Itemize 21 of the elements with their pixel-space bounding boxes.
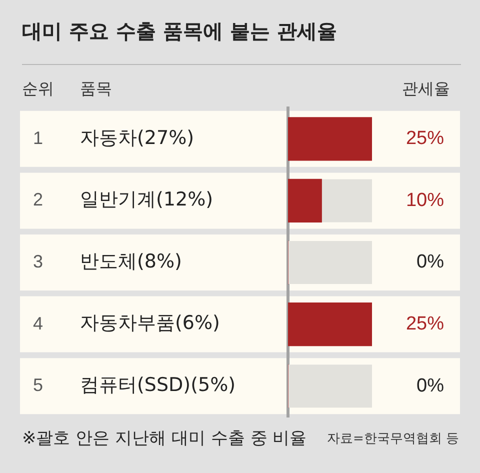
text: 3 [32,251,44,272]
data-label: 10% [406,190,444,211]
data-label: 25% [406,314,444,335]
text: ※괄호 안은 지난해 대미 수출 중 비율 [22,428,307,448]
y-tick-label: 일반기계(12%) [80,188,214,211]
x-axis-title: 관세율 [402,79,450,98]
y-tick-label: 자동차부품(6%) [80,312,220,334]
text: 4 [32,313,44,334]
text: 2 [32,190,44,210]
y-tick-label: 컴퓨터(SSD)(5%) [80,374,236,396]
data-label: 0% [416,252,444,273]
chart-title: 대미 주요 수출 품목에 붙는 관세율 [22,19,337,44]
y-tick-label: 반도체(8%) [80,250,182,272]
text: 5 [32,375,44,396]
data-label: 0% [416,375,444,396]
text: 순위 [22,79,54,98]
text: 자료=한국무역협회 등 [326,431,459,446]
text: 1 [32,128,44,148]
data-label: 25% [406,128,444,150]
y-axis-title: 품목 [80,79,112,98]
y-tick-label: 자동차(27%) [80,126,194,149]
